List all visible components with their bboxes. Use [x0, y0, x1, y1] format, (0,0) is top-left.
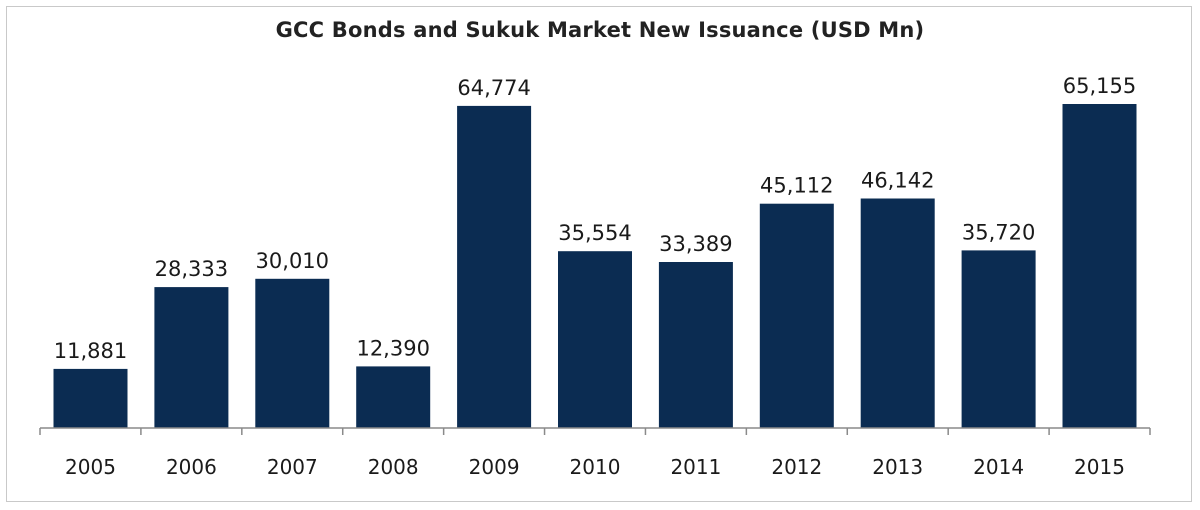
value-label-2013: 46,142	[861, 169, 934, 193]
value-label-2012: 45,112	[760, 174, 833, 198]
value-label-2010: 35,554	[558, 221, 631, 245]
x-tick-label-2006: 2006	[166, 455, 217, 479]
value-label-2014: 35,720	[962, 220, 1035, 244]
x-tick-label-2014: 2014	[973, 455, 1024, 479]
bars-layer	[53, 104, 1137, 429]
value-labels-layer: 11,881 28,333 30,010 12,390 64,774 35,554 33,3…	[54, 74, 1136, 363]
value-label-2009: 64,774	[457, 76, 530, 100]
bar-2005	[53, 368, 128, 428]
bar-2013	[860, 198, 935, 428]
x-tick-label-2009: 2009	[469, 455, 520, 479]
chart-title: GCC Bonds and Sukuk Market New Issuance …	[275, 18, 925, 42]
x-tick-label-2013: 2013	[872, 455, 923, 479]
x-tick-label-2008: 2008	[368, 455, 419, 479]
bar-2014	[961, 250, 1036, 428]
bar-2007	[255, 278, 330, 428]
x-tick-label-2007: 2007	[267, 455, 318, 479]
bar-2006	[154, 287, 229, 428]
x-tick-label-2012: 2012	[771, 455, 822, 479]
x-tick-label-2011: 2011	[670, 455, 721, 479]
x-tick-label-2005: 2005	[65, 455, 116, 479]
bar-2009	[457, 105, 532, 429]
bar-2008	[356, 366, 431, 428]
x-axis: 2005 2006 2007 2008 2009 2010 2011 2012 2013 2014…	[39, 427, 1151, 479]
bar-2010	[558, 251, 632, 428]
x-tick-label-2010: 2010	[570, 455, 621, 479]
bar-2015	[1062, 104, 1137, 428]
value-label-2008: 12,390	[356, 336, 429, 360]
value-label-2007: 30,010	[256, 249, 329, 273]
x-tick-label-2015: 2015	[1074, 455, 1125, 479]
bar-2011	[658, 262, 733, 428]
value-label-2015: 65,155	[1063, 74, 1136, 98]
value-label-2006: 28,333	[155, 257, 228, 281]
value-label-2005: 11,881	[54, 339, 127, 363]
value-label-2011: 33,389	[659, 232, 732, 256]
bar-2012	[759, 203, 834, 428]
